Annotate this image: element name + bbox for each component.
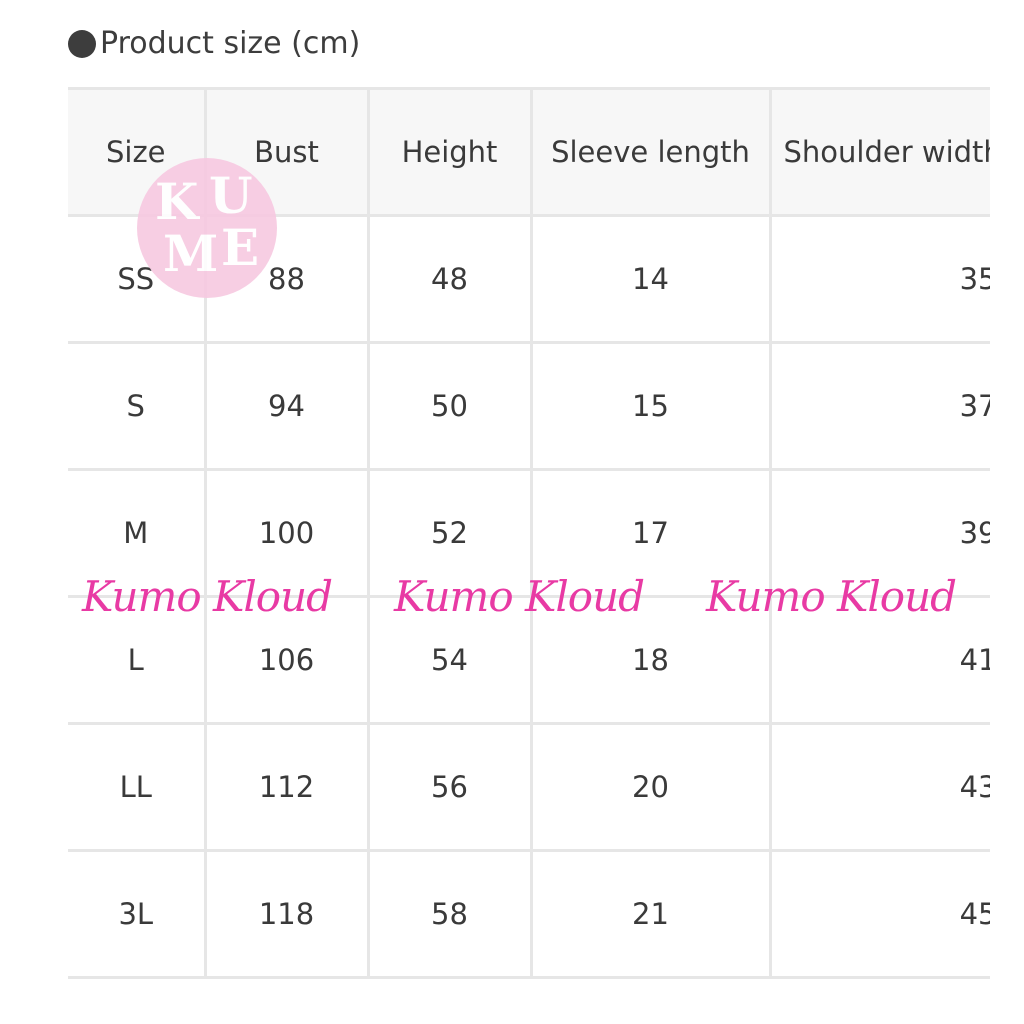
table-header-row: Size Bust Height Sleeve length Shoulder … (68, 87, 990, 217)
table-row: LL 112 56 20 43 (68, 722, 990, 852)
cell-shoulder-width: 43 (768, 722, 990, 852)
bullet-icon (68, 29, 96, 58)
cell-shoulder-width: 45 (768, 849, 990, 979)
table-row: 3L 118 58 21 45 (68, 849, 990, 979)
cell-sleeve-length: 21 (529, 849, 772, 979)
watermark-text: Kumo Kloud (706, 572, 957, 621)
table-row: SS 88 48 14 35 (68, 214, 990, 344)
cell-sleeve-length: 18 (529, 595, 772, 725)
cell-height: 56 (366, 722, 533, 852)
size-table-container: Size Bust Height Sleeve length Shoulder … (68, 87, 990, 999)
cell-size: L (68, 595, 207, 725)
cell-bust: 100 (203, 468, 370, 598)
cell-height: 58 (366, 849, 533, 979)
cell-shoulder-width: 41 (768, 595, 990, 725)
cell-height: 54 (366, 595, 533, 725)
cell-sleeve-length: 14 (529, 214, 772, 344)
watermark-text: Kumo Kloud (82, 572, 333, 621)
cell-shoulder-width: 37 (768, 341, 990, 471)
cell-bust: 106 (203, 595, 370, 725)
cell-height: 48 (366, 214, 533, 344)
size-table: Size Bust Height Sleeve length Shoulder … (68, 87, 990, 979)
table-row: S 94 50 15 37 (68, 341, 990, 471)
cell-shoulder-width: 39 (768, 468, 990, 598)
header-height: Height (366, 87, 533, 217)
cell-height: 50 (366, 341, 533, 471)
cell-size: LL (68, 722, 207, 852)
header-size: Size (68, 87, 207, 217)
header-shoulder-width: Shoulder width (768, 87, 990, 217)
cell-height: 52 (366, 468, 533, 598)
table-row: M 100 52 17 39 (68, 468, 990, 598)
header-sleeve-length: Sleeve length (529, 87, 772, 217)
table-row: L 106 54 18 41 (68, 595, 990, 725)
header-bust: Bust (203, 87, 370, 217)
cell-size: M (68, 468, 207, 598)
cell-bust: 118 (203, 849, 370, 979)
cell-bust: 94 (203, 341, 370, 471)
cell-size: S (68, 341, 207, 471)
cell-bust: 112 (203, 722, 370, 852)
watermark-text: Kumo Kloud (394, 572, 645, 621)
cell-sleeve-length: 17 (529, 468, 772, 598)
section-title: Product size (cm) (68, 26, 360, 61)
cell-size: 3L (68, 849, 207, 979)
cell-sleeve-length: 15 (529, 341, 772, 471)
cell-shoulder-width: 35 (768, 214, 990, 344)
section-title-text: Product size (cm) (100, 26, 361, 61)
cell-sleeve-length: 20 (529, 722, 772, 852)
